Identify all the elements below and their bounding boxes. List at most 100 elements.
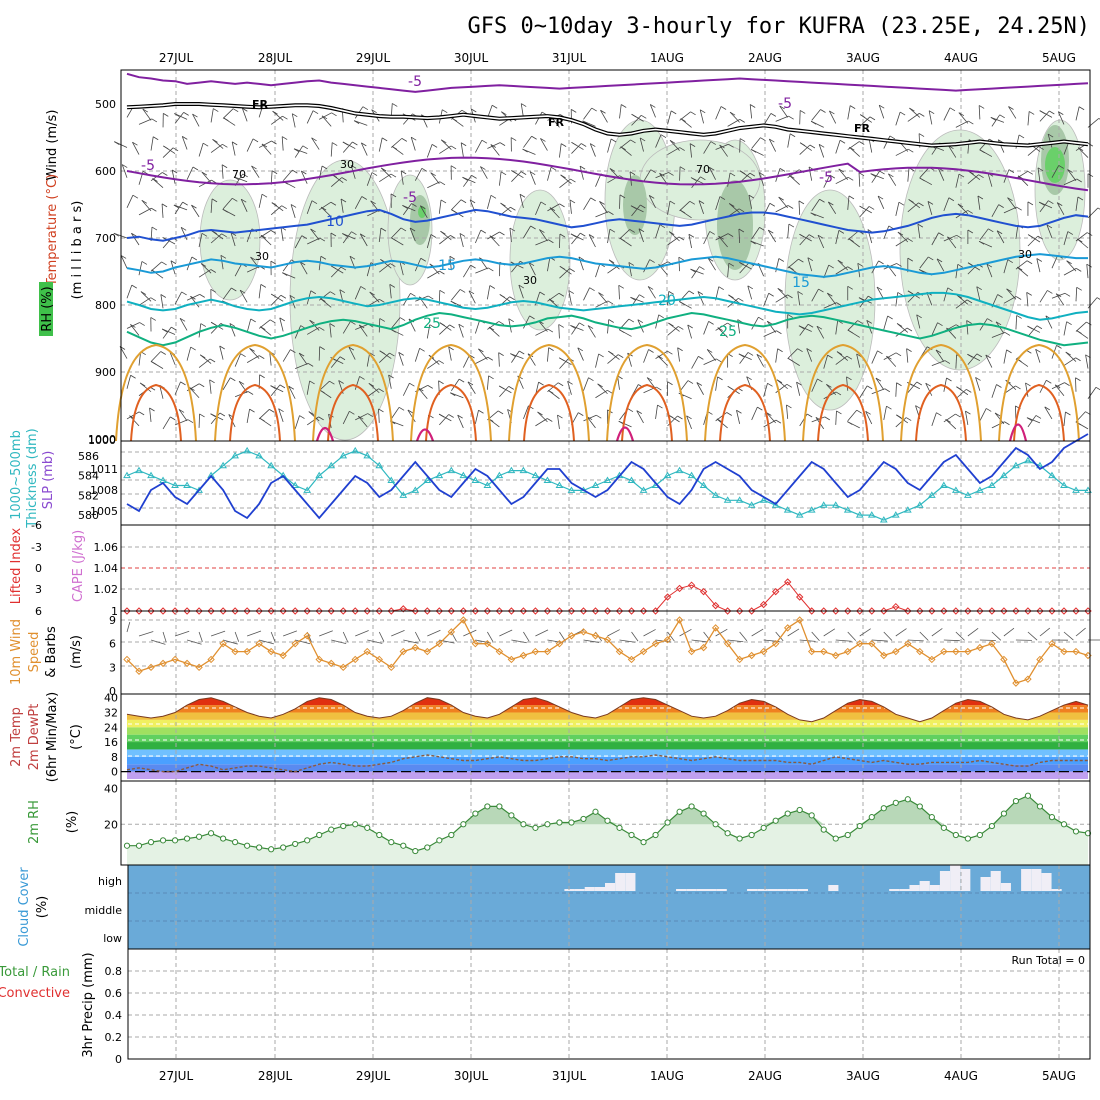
wind-barb bbox=[739, 262, 750, 274]
wind-barb-flag bbox=[321, 115, 328, 120]
tick-label: 1005 bbox=[90, 505, 118, 518]
wind-barb bbox=[631, 115, 642, 126]
surface-wind-barb bbox=[931, 628, 943, 637]
wind-barb-flag bbox=[371, 172, 378, 176]
wind-barb bbox=[811, 199, 820, 212]
wind-barb-flag bbox=[979, 149, 985, 154]
wind-barb bbox=[419, 205, 428, 219]
wind-barb-flag bbox=[440, 230, 446, 235]
wind-barb bbox=[619, 229, 631, 240]
slp-label: SLP (mb) bbox=[41, 451, 56, 510]
wind-barb bbox=[379, 263, 391, 273]
isotherm-15 bbox=[126, 253, 1088, 278]
upper-unit-label: (m i l l i b a r s) bbox=[70, 201, 85, 300]
wind-barb-flag bbox=[321, 165, 328, 170]
wind-barb-flag bbox=[361, 142, 367, 147]
wind-barb-flag bbox=[1027, 325, 1033, 330]
wind-barb-flag bbox=[916, 314, 922, 319]
wind-barb-flag bbox=[161, 203, 168, 208]
warm-contour bbox=[998, 343, 1080, 442]
wind10-point bbox=[183, 659, 191, 668]
wind-barb-flag bbox=[906, 348, 912, 352]
wind-barb-flag bbox=[1027, 170, 1034, 175]
wind-barb bbox=[835, 410, 837, 425]
wind-barb-flag bbox=[362, 106, 369, 111]
wind-barb bbox=[643, 349, 649, 363]
wind-barb-flag bbox=[686, 415, 692, 420]
isotherm-label: 25 bbox=[423, 316, 441, 332]
wind10-point bbox=[123, 655, 131, 664]
wind-barb bbox=[991, 421, 1005, 429]
cloud-bar bbox=[1031, 869, 1042, 891]
surface-wind-barb bbox=[691, 639, 708, 643]
cloud-bar bbox=[797, 889, 808, 891]
surface-wind-barb bbox=[751, 628, 764, 637]
isotherm-label: -5 bbox=[819, 170, 833, 186]
cape-point bbox=[783, 578, 792, 586]
tick-label: 1.04 bbox=[94, 562, 119, 575]
wind-barb-flag bbox=[689, 200, 696, 205]
wind-barb bbox=[210, 108, 214, 123]
wind-barb-flag bbox=[619, 329, 625, 334]
wind-barb bbox=[589, 143, 596, 157]
wind-barb-flag bbox=[1054, 384, 1061, 389]
wind-barb-flag bbox=[986, 408, 992, 412]
wind-barb-flag bbox=[548, 239, 554, 244]
thickness-point bbox=[447, 466, 456, 474]
cape-point bbox=[327, 607, 335, 615]
wind-barb-flag bbox=[1075, 377, 1081, 382]
wind-barb-flag bbox=[1046, 379, 1052, 384]
wind-barb-flag bbox=[886, 405, 892, 410]
wind-barb-flag bbox=[307, 363, 314, 367]
wind-barb-flag bbox=[758, 316, 764, 321]
rh-point bbox=[352, 821, 359, 828]
wind-barb-flag bbox=[826, 384, 832, 388]
wind-barb bbox=[568, 290, 572, 305]
wind-barb-flag bbox=[391, 237, 397, 242]
rh-point bbox=[364, 824, 371, 831]
wind-barb-flag bbox=[468, 290, 475, 295]
wind-barb-flag bbox=[878, 260, 884, 265]
wind-barb bbox=[907, 167, 910, 182]
wind-barb-flag bbox=[301, 235, 307, 239]
date-label-bottom: 27JUL bbox=[159, 1069, 194, 1083]
wind-barb bbox=[943, 413, 956, 423]
rh-point bbox=[544, 821, 551, 828]
rh-point bbox=[316, 831, 323, 839]
wind-barb bbox=[450, 392, 464, 399]
thickness-point bbox=[123, 471, 131, 479]
wind-barb-flag bbox=[946, 377, 952, 382]
surface-wind-barb bbox=[499, 629, 513, 637]
surface-wind-barb bbox=[907, 639, 924, 642]
wind-barb bbox=[994, 412, 1005, 425]
wind-barb-flag bbox=[570, 178, 576, 183]
rh-contour-label: 30 bbox=[255, 250, 269, 263]
wind-barb bbox=[708, 167, 716, 180]
wind-barb bbox=[883, 225, 890, 240]
wind-barb-flag bbox=[238, 380, 245, 385]
wind-barb bbox=[667, 200, 671, 215]
cape-point bbox=[856, 607, 864, 615]
wind-barb bbox=[138, 261, 143, 276]
thickness-point bbox=[567, 486, 576, 493]
thickness-point bbox=[723, 496, 732, 503]
wind-barb bbox=[569, 199, 572, 214]
wind-barb-flag bbox=[990, 117, 997, 121]
wind10-point bbox=[267, 647, 275, 656]
wind10-point bbox=[892, 647, 900, 656]
wind-barb-flag bbox=[281, 205, 287, 210]
wind-barb-flag bbox=[1018, 134, 1025, 139]
surface-wind-barb bbox=[475, 639, 491, 644]
wind-barb-flag bbox=[1037, 235, 1044, 240]
wind-barb bbox=[823, 355, 828, 369]
wind-barb-flag bbox=[690, 268, 696, 273]
wind-barb bbox=[1015, 225, 1019, 240]
wind-barb-flag bbox=[242, 107, 248, 112]
hottest-contour bbox=[415, 428, 435, 442]
cloud-bar bbox=[929, 885, 940, 891]
wind-barb-flag bbox=[369, 352, 375, 357]
wind-barb bbox=[628, 262, 632, 277]
wind-barb-flag bbox=[508, 386, 514, 390]
wind10-point bbox=[147, 663, 155, 672]
rh-point bbox=[916, 803, 923, 810]
